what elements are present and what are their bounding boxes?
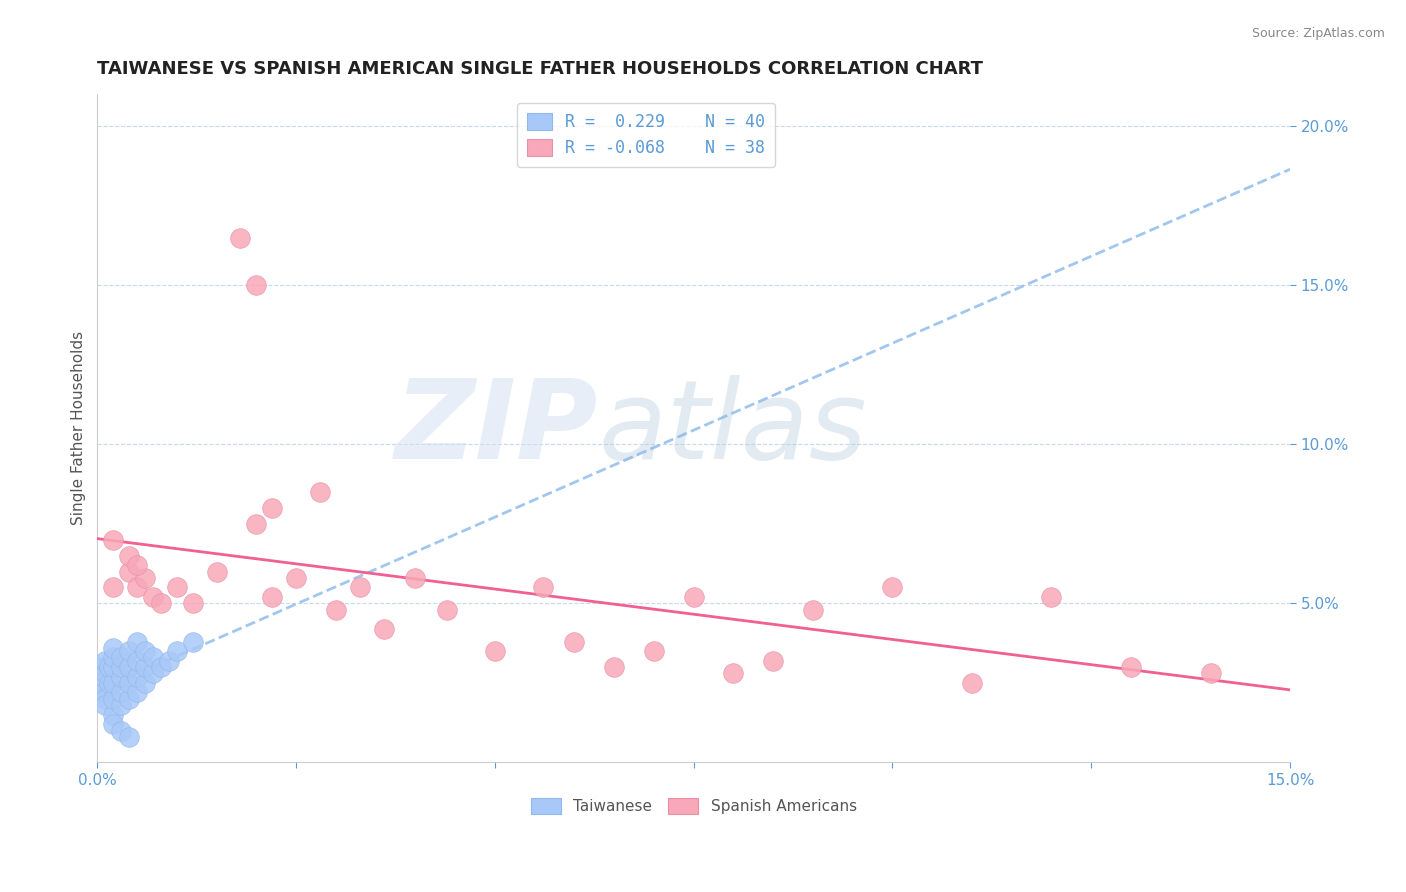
Point	[134, 676, 156, 690]
Point	[309, 485, 332, 500]
Point	[181, 596, 204, 610]
Point	[103, 650, 125, 665]
Point	[103, 660, 125, 674]
Point	[157, 654, 180, 668]
Point	[484, 644, 506, 658]
Point	[262, 590, 284, 604]
Point	[118, 660, 141, 674]
Point	[531, 581, 554, 595]
Point	[127, 581, 149, 595]
Point	[127, 654, 149, 668]
Point	[404, 571, 426, 585]
Point	[205, 565, 228, 579]
Y-axis label: Single Father Households: Single Father Households	[72, 331, 86, 525]
Point	[103, 717, 125, 731]
Text: TAIWANESE VS SPANISH AMERICAN SINGLE FATHER HOUSEHOLDS CORRELATION CHART: TAIWANESE VS SPANISH AMERICAN SINGLE FAT…	[97, 60, 983, 78]
Point	[127, 558, 149, 573]
Point	[142, 666, 165, 681]
Legend: Taiwanese, Spanish Americans: Taiwanese, Spanish Americans	[523, 790, 865, 822]
Point	[603, 660, 626, 674]
Point	[118, 676, 141, 690]
Point	[134, 660, 156, 674]
Point	[127, 634, 149, 648]
Point	[1119, 660, 1142, 674]
Point	[436, 603, 458, 617]
Point	[142, 650, 165, 665]
Point	[110, 685, 132, 699]
Point	[762, 654, 785, 668]
Point	[166, 581, 188, 595]
Point	[94, 654, 117, 668]
Point	[149, 660, 172, 674]
Point	[118, 549, 141, 563]
Point	[127, 685, 149, 699]
Point	[134, 571, 156, 585]
Point	[134, 644, 156, 658]
Point	[1199, 666, 1222, 681]
Point	[103, 676, 125, 690]
Point	[325, 603, 347, 617]
Point	[94, 691, 117, 706]
Point	[110, 669, 132, 683]
Point	[118, 644, 141, 658]
Point	[103, 581, 125, 595]
Point	[960, 676, 983, 690]
Point	[643, 644, 665, 658]
Point	[262, 500, 284, 515]
Point	[1040, 590, 1063, 604]
Point	[373, 622, 395, 636]
Point	[90, 676, 112, 690]
Text: atlas: atlas	[599, 375, 868, 482]
Point	[118, 565, 141, 579]
Point	[118, 691, 141, 706]
Text: ZIP: ZIP	[395, 375, 599, 482]
Point	[245, 278, 267, 293]
Text: Source: ZipAtlas.com: Source: ZipAtlas.com	[1251, 27, 1385, 40]
Point	[98, 676, 121, 690]
Point	[245, 516, 267, 531]
Point	[723, 666, 745, 681]
Point	[149, 596, 172, 610]
Point	[110, 660, 132, 674]
Point	[94, 666, 117, 681]
Point	[93, 685, 115, 699]
Point	[564, 634, 586, 648]
Point	[801, 603, 824, 617]
Point	[349, 581, 371, 595]
Point	[882, 581, 904, 595]
Point	[127, 669, 149, 683]
Point	[103, 640, 125, 655]
Point	[103, 533, 125, 547]
Point	[166, 644, 188, 658]
Point	[98, 660, 121, 674]
Point	[103, 691, 125, 706]
Point	[110, 650, 132, 665]
Point	[118, 730, 141, 744]
Point	[110, 723, 132, 738]
Point	[682, 590, 704, 604]
Point	[110, 698, 132, 713]
Point	[94, 698, 117, 713]
Point	[181, 634, 204, 648]
Point	[229, 230, 252, 244]
Point	[142, 590, 165, 604]
Point	[285, 571, 308, 585]
Point	[103, 707, 125, 722]
Point	[90, 660, 112, 674]
